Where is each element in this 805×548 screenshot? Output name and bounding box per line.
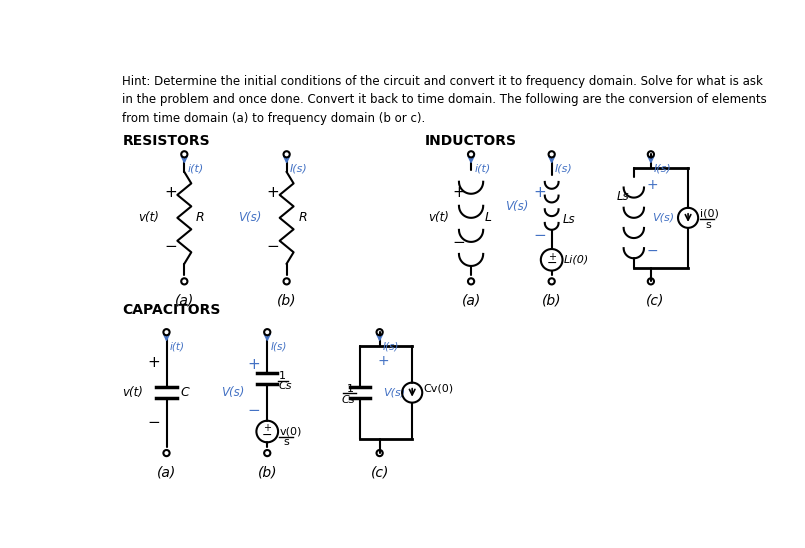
Text: Li(0): Li(0) [564, 255, 589, 265]
Text: R: R [196, 212, 204, 224]
Text: I(s): I(s) [382, 341, 399, 351]
Text: +: + [452, 185, 465, 201]
Text: +: + [247, 357, 260, 372]
Text: INDUCTORS: INDUCTORS [424, 134, 517, 147]
Text: −: − [533, 227, 546, 243]
Text: (b): (b) [277, 294, 296, 307]
Text: Hint: Determine the initial conditions of the circuit and convert it to frequenc: Hint: Determine the initial conditions o… [122, 75, 767, 125]
Text: −: − [547, 257, 557, 270]
Text: v(t): v(t) [428, 212, 449, 224]
Text: V(s): V(s) [383, 387, 406, 398]
Text: +: + [148, 356, 160, 370]
Text: +: + [263, 424, 271, 433]
Text: Ls: Ls [617, 190, 630, 203]
Text: R: R [298, 212, 307, 224]
Text: −: − [164, 239, 177, 254]
Text: (a): (a) [175, 294, 194, 307]
Text: I(s): I(s) [654, 163, 671, 173]
Text: Ls: Ls [563, 213, 575, 226]
Text: (a): (a) [461, 294, 481, 307]
Text: −: − [266, 239, 279, 254]
Text: (b): (b) [542, 294, 561, 307]
Text: v(t): v(t) [138, 212, 159, 224]
Text: +: + [378, 355, 390, 368]
Text: I(s): I(s) [555, 163, 572, 173]
Text: −: − [452, 235, 465, 250]
Text: Cs: Cs [279, 381, 292, 391]
Text: −: − [148, 415, 160, 430]
Text: +: + [164, 185, 177, 201]
Text: (b): (b) [258, 465, 277, 480]
Text: −: − [646, 243, 658, 258]
Text: +: + [533, 185, 546, 201]
Text: RESISTORS: RESISTORS [122, 134, 210, 147]
Text: −: − [262, 429, 273, 442]
Text: s: s [705, 220, 711, 230]
Text: 1: 1 [279, 372, 286, 381]
Text: CAPACITORS: CAPACITORS [122, 303, 221, 317]
Text: V(s): V(s) [238, 212, 262, 224]
Text: Cs: Cs [341, 395, 354, 404]
Text: −: − [247, 403, 260, 418]
Text: C: C [180, 386, 189, 399]
Text: +: + [547, 252, 555, 262]
Text: i(t): i(t) [170, 341, 184, 351]
Text: i(t): i(t) [474, 163, 490, 173]
Text: Cv(0): Cv(0) [423, 383, 453, 393]
Text: 1: 1 [347, 384, 354, 394]
Text: L: L [485, 212, 491, 224]
Text: +: + [646, 178, 658, 192]
Text: (c): (c) [370, 465, 389, 480]
Text: V(s): V(s) [505, 200, 528, 213]
Text: (a): (a) [157, 465, 176, 480]
Text: V(s): V(s) [652, 213, 675, 223]
Text: s: s [283, 437, 289, 447]
Text: V(s): V(s) [221, 386, 244, 399]
Text: I(s): I(s) [270, 341, 287, 351]
Text: I(s): I(s) [290, 163, 308, 173]
Text: (c): (c) [646, 294, 664, 307]
Text: i(t): i(t) [188, 163, 204, 173]
Text: i(0): i(0) [700, 208, 720, 218]
Text: +: + [266, 185, 279, 201]
Text: v(0): v(0) [279, 426, 302, 437]
Text: v(t): v(t) [122, 386, 143, 399]
